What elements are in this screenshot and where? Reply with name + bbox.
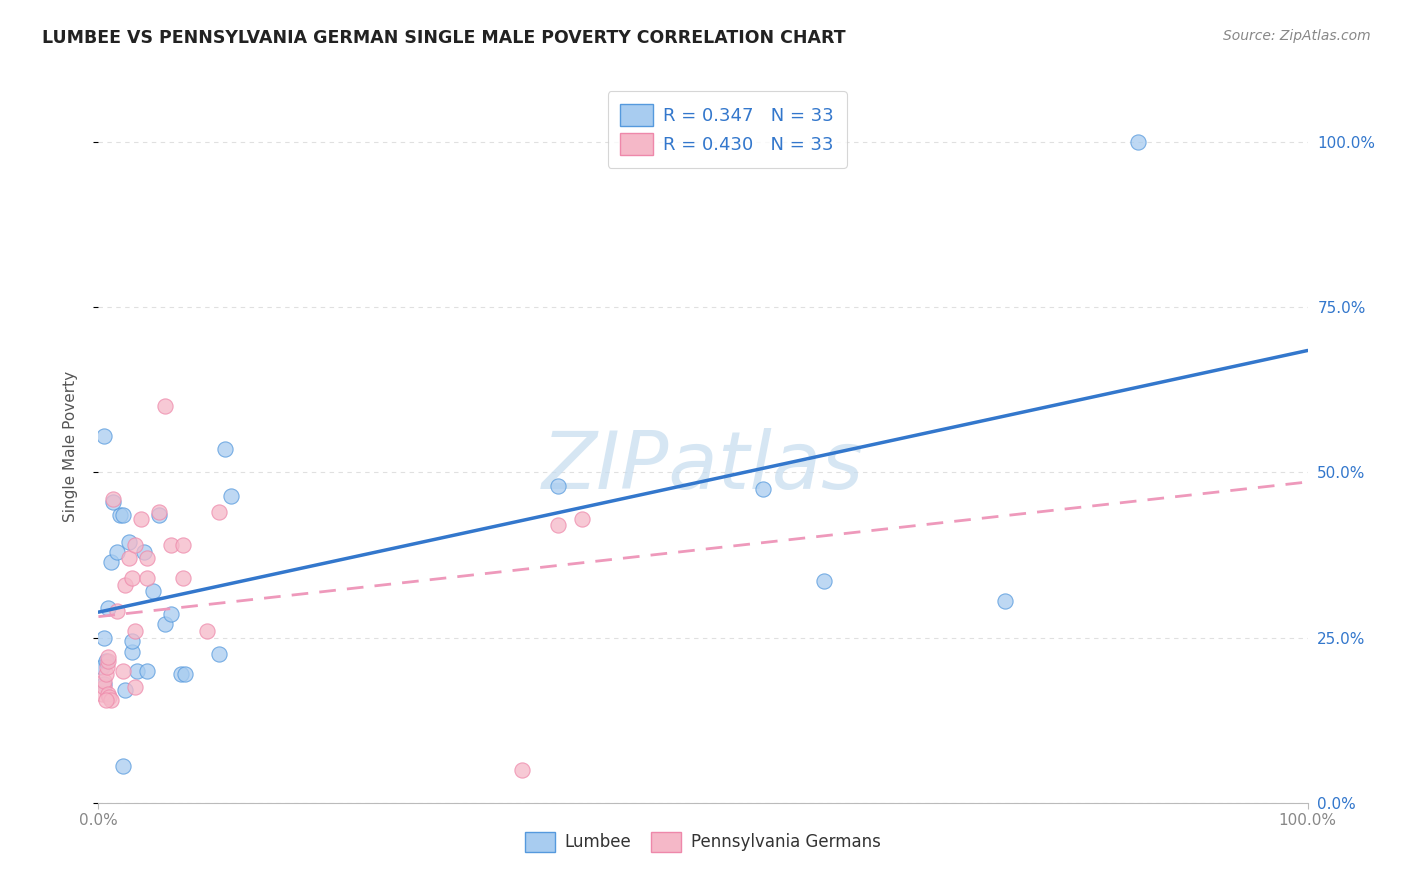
Point <box>153 617 176 632</box>
Point <box>127 664 149 678</box>
Point <box>813 574 835 589</box>
Point <box>111 759 134 773</box>
Point <box>97 600 120 615</box>
Point <box>195 624 218 638</box>
Point <box>93 680 115 694</box>
Point <box>208 505 231 519</box>
Point <box>1128 135 1150 149</box>
Point <box>124 538 146 552</box>
Point <box>172 538 194 552</box>
Point <box>97 650 120 665</box>
Point <box>135 664 157 678</box>
Point <box>153 400 176 414</box>
Point <box>169 667 191 681</box>
Point <box>93 631 115 645</box>
Point <box>114 578 136 592</box>
Point <box>121 571 143 585</box>
Point <box>111 508 134 523</box>
Point <box>94 667 117 681</box>
Point <box>100 693 122 707</box>
Point <box>510 763 533 777</box>
Text: ZIPatlas: ZIPatlas <box>541 428 865 507</box>
Point <box>98 690 121 704</box>
Point <box>108 508 131 523</box>
Point <box>118 551 141 566</box>
Point <box>97 654 120 668</box>
Point <box>174 667 197 681</box>
Point <box>118 534 141 549</box>
Point <box>571 511 593 525</box>
Point <box>97 687 120 701</box>
Point <box>124 680 146 694</box>
Point <box>105 604 128 618</box>
Point <box>547 518 569 533</box>
Text: LUMBEE VS PENNSYLVANIA GERMAN SINGLE MALE POVERTY CORRELATION CHART: LUMBEE VS PENNSYLVANIA GERMAN SINGLE MAL… <box>42 29 846 46</box>
Point <box>214 442 236 457</box>
Point <box>94 693 117 707</box>
Point <box>172 571 194 585</box>
Point <box>100 555 122 569</box>
Point <box>101 495 124 509</box>
Text: Source: ZipAtlas.com: Source: ZipAtlas.com <box>1223 29 1371 43</box>
Point <box>93 429 115 443</box>
Point <box>221 489 243 503</box>
Point <box>134 545 156 559</box>
Point <box>547 478 569 492</box>
Point <box>148 505 170 519</box>
Point <box>129 511 152 525</box>
Point <box>101 491 124 506</box>
Point <box>135 571 157 585</box>
Point <box>94 654 117 668</box>
Point <box>142 584 165 599</box>
Point <box>121 645 143 659</box>
Legend: Lumbee, Pennsylvania Germans: Lumbee, Pennsylvania Germans <box>517 825 889 859</box>
Point <box>148 508 170 523</box>
Y-axis label: Single Male Poverty: Single Male Poverty <box>63 370 77 522</box>
Point <box>160 607 183 622</box>
Point <box>96 660 118 674</box>
Point <box>105 545 128 559</box>
Point <box>111 664 134 678</box>
Point <box>208 647 231 661</box>
Point <box>93 673 115 688</box>
Point <box>135 551 157 566</box>
Point <box>752 482 775 496</box>
Point <box>114 683 136 698</box>
Point <box>994 594 1017 608</box>
Point <box>124 624 146 638</box>
Point <box>91 687 114 701</box>
Point <box>93 677 115 691</box>
Point <box>121 634 143 648</box>
Point <box>160 538 183 552</box>
Point <box>91 660 114 674</box>
